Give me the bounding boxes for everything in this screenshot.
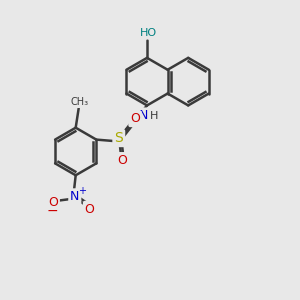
Text: O: O xyxy=(48,196,58,208)
Text: N: N xyxy=(70,190,80,203)
Text: −: − xyxy=(47,204,58,218)
Text: CH₃: CH₃ xyxy=(70,97,88,106)
Text: +: + xyxy=(78,186,86,196)
Text: S: S xyxy=(114,131,123,145)
Text: O: O xyxy=(117,154,127,167)
Text: O: O xyxy=(85,202,94,216)
Text: O: O xyxy=(130,112,140,125)
Text: H: H xyxy=(149,111,158,121)
Text: HO: HO xyxy=(140,28,157,38)
Text: N: N xyxy=(139,109,148,122)
